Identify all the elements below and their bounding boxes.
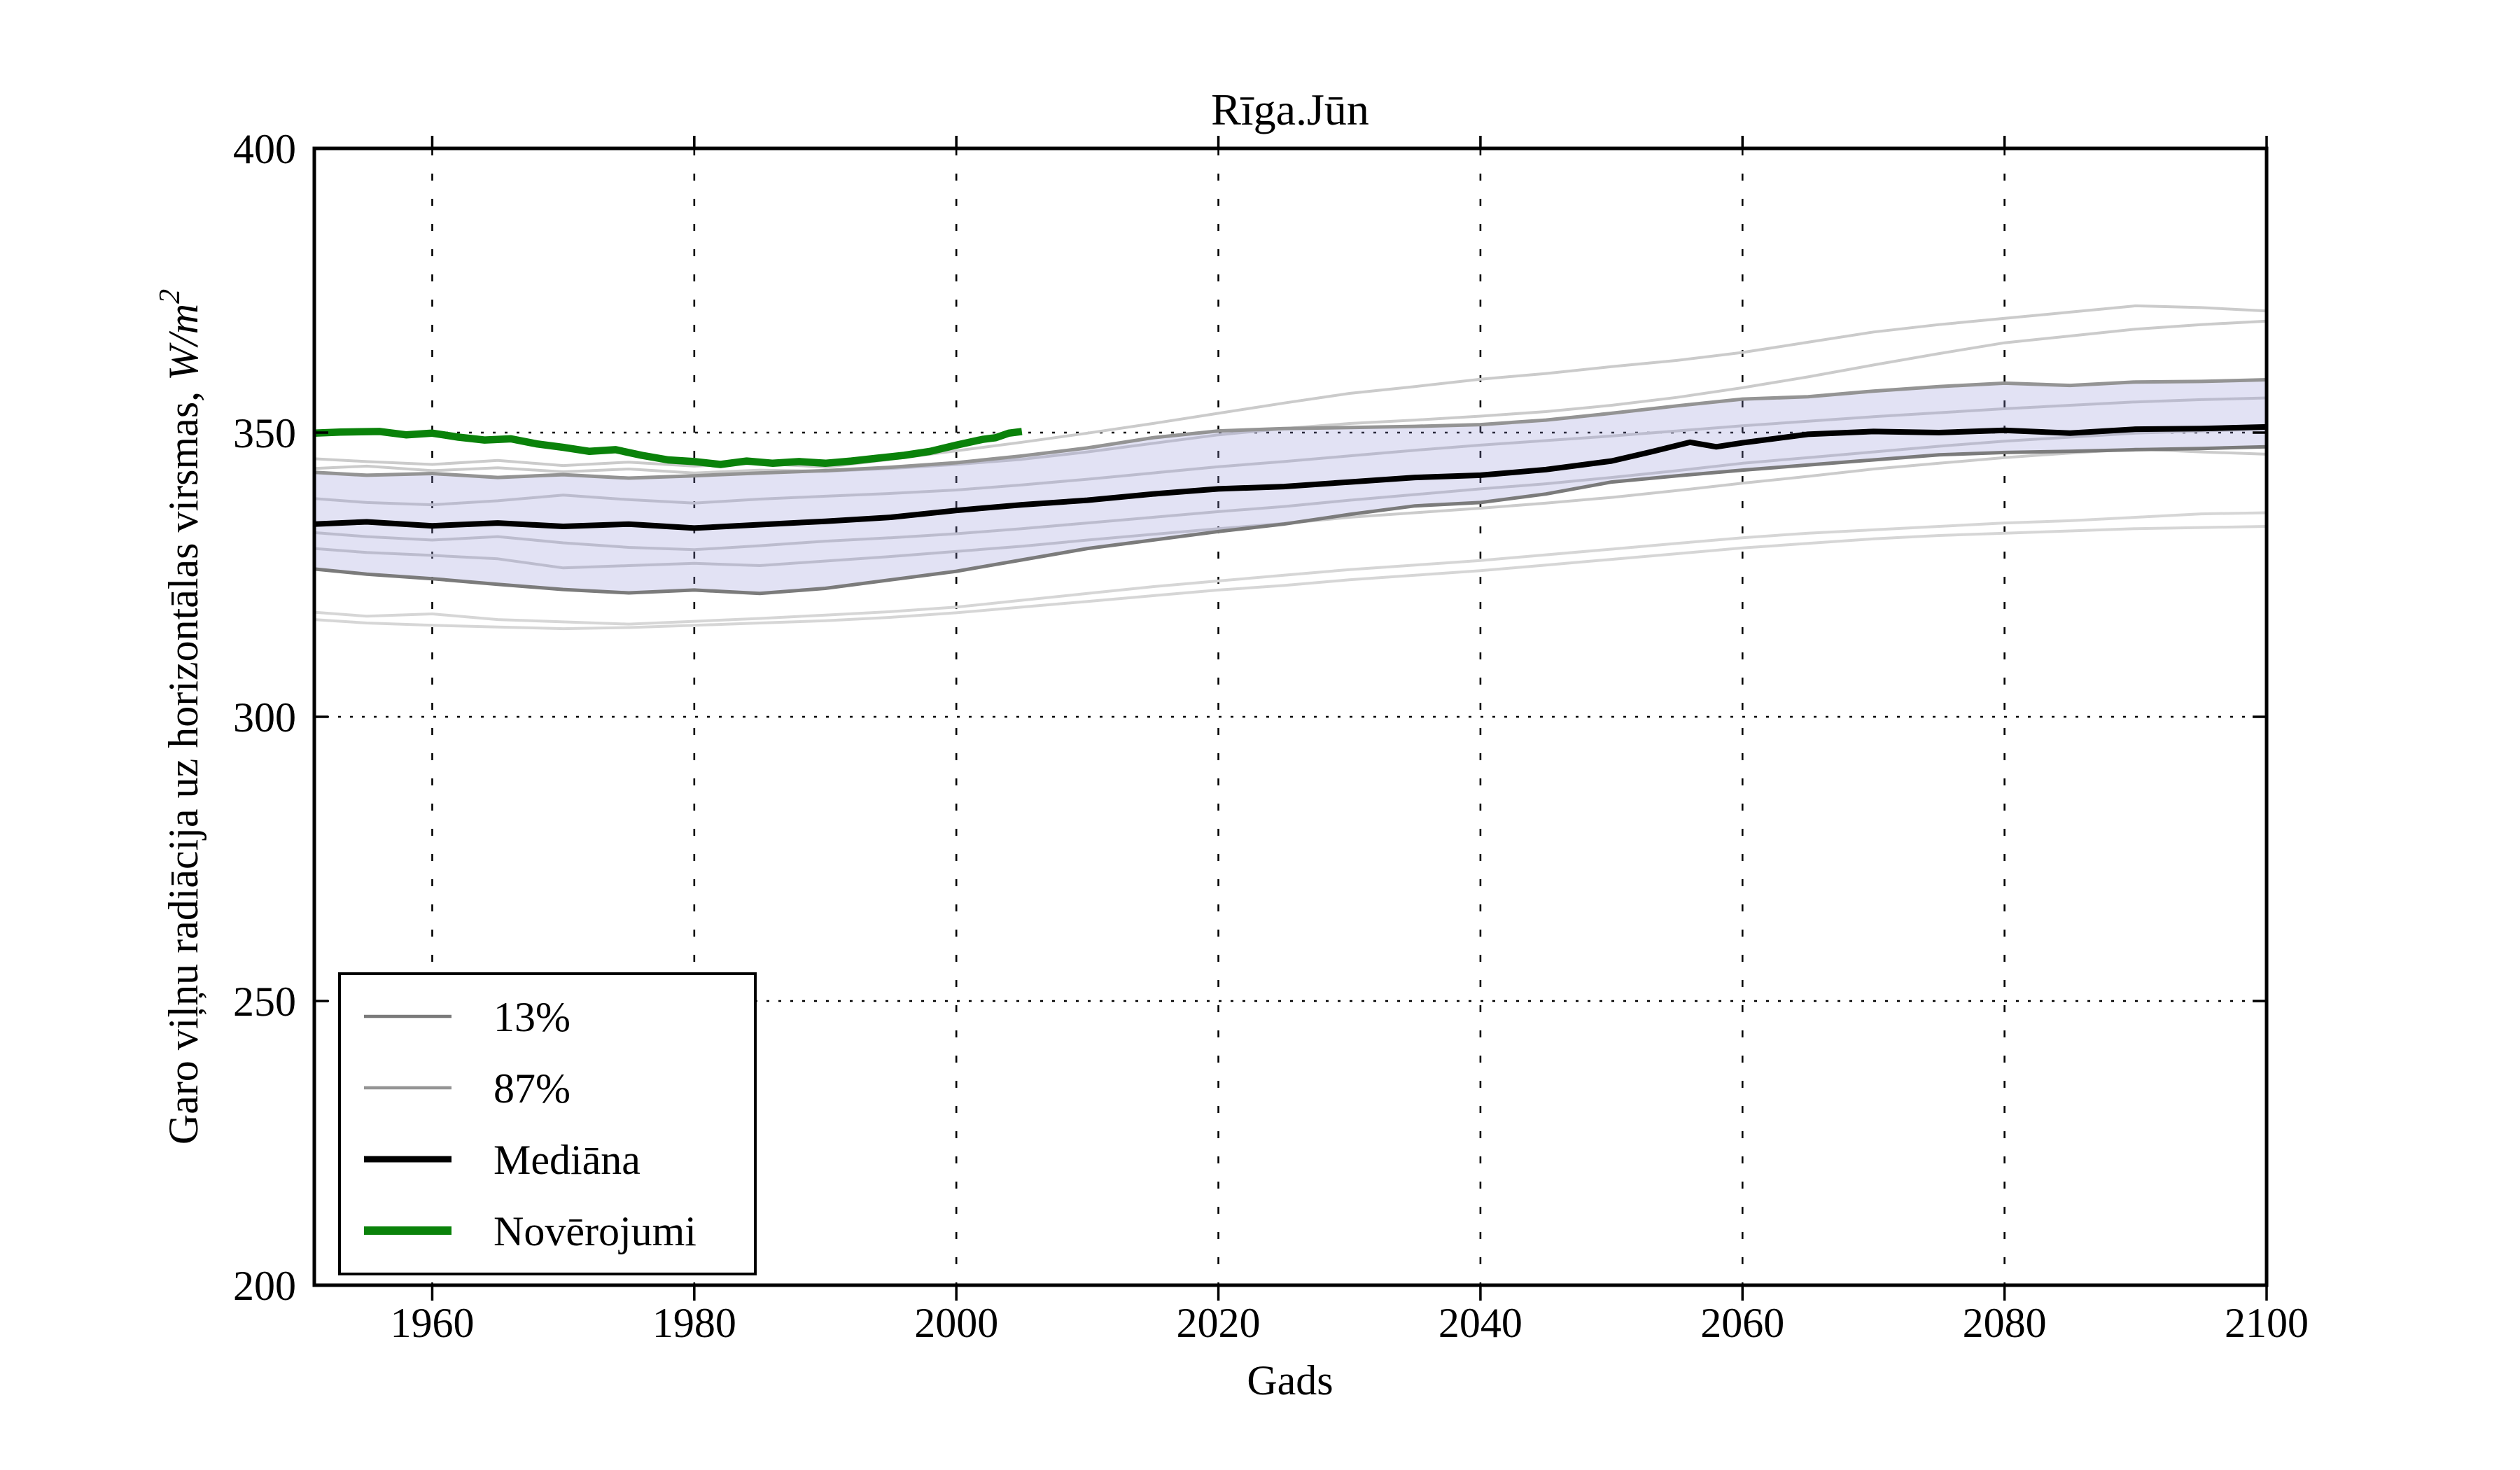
x-tick-label-1980: 1980 [652,1300,736,1346]
x-tick-label-2020: 2020 [1177,1300,1261,1346]
tick-labels-layer: 1960 1980 2000 2020 2040 2060 2080 2100 200 250 30… [233,126,2309,1346]
legend-box [338,972,757,1275]
series-run3 [314,396,2267,507]
y-axis-label-units: W/m [160,304,206,381]
main-lines-layer [314,378,2267,596]
x-tick-label-2060: 2060 [1700,1300,1784,1346]
y-tick-label-400: 400 [233,126,296,172]
legend: 13% 87% Mediāna Novērojumi [338,972,757,1275]
y-axis-label-units-exponent: 2 [154,289,186,304]
chart-title: Rīga.Jūn [1211,85,1369,134]
plot-frame [312,146,2269,1287]
x-tick-label-2100: 2100 [2225,1300,2309,1346]
grid-layer [314,148,2267,1285]
x-tick-label-2080: 2080 [1963,1300,2047,1346]
y-tick-label-350: 350 [233,410,296,456]
series-run6 [314,511,2267,626]
y-tick-label-300: 300 [233,694,296,741]
y-tick-label-250: 250 [233,979,296,1025]
y-axis-label: Garo viļņu radiācija uz horizontālas vir… [154,289,206,1144]
x-axis-label: Gads [1247,1357,1333,1404]
series-run4 [314,428,2267,552]
series-run1 [314,304,2267,469]
y-axis-label-text: Garo viļņu radiācija uz horizontālas vir… [160,381,206,1144]
series-Mediāna [314,424,2267,531]
legend-label-87pct: 87% [493,1065,570,1112]
x-tick-label-1960: 1960 [390,1300,474,1346]
series-run7 [314,525,2267,631]
x-tick-label-2000: 2000 [914,1300,998,1346]
x-tick-label-2040: 2040 [1438,1300,1522,1346]
series-87% [314,378,2267,480]
series-Novērojumi [314,428,1023,468]
y-tick-label-200: 200 [233,1263,296,1309]
legend-label-noverojumi: Novērojumi [493,1208,696,1254]
series-13% [314,444,2267,596]
legend-label-mediana: Mediāna [493,1137,640,1183]
legend-label-13pct: 13% [493,994,570,1040]
